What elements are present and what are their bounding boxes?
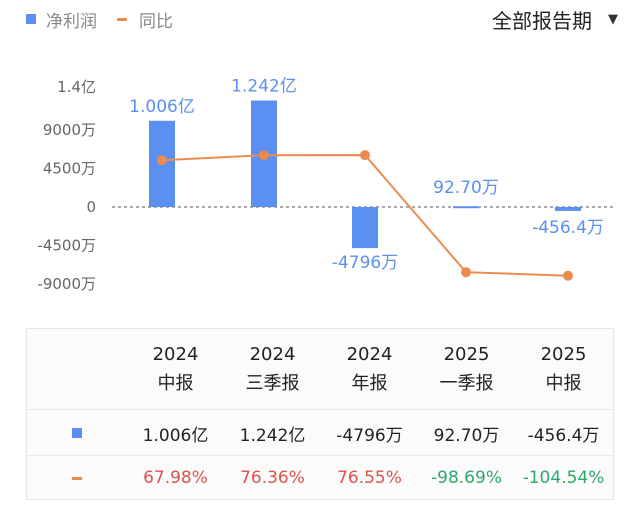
header-col: 2024 三季报 [245,344,300,394]
header-col: 2025 中报 [540,344,587,394]
table-cell: 76.36% [240,468,305,488]
bar-data-label: 1.006亿 [129,97,195,117]
bar-net-profit[interactable] [555,207,581,211]
table-cell: 1.242亿 [239,425,306,446]
table-header-row: 2024 中报 2024 三季报 2024 年报 2025 一季报 2025 中报 [27,329,613,409]
table-cell: -456.4万 [527,425,600,446]
table-cell: -98.69% [431,468,502,488]
table-cell: 1.006亿 [142,425,209,446]
data-table: 2024 中报 2024 三季报 2024 年报 2025 一季报 2025 中报 1.0… [26,328,614,500]
bar-data-label: -456.4万 [532,218,604,238]
chevron-down-icon: ▼ [608,11,618,27]
bar-data-label: -4796万 [332,253,398,273]
period-dropdown[interactable]: 全部报告期 ▼ [492,4,618,34]
yoy-point[interactable] [563,270,573,281]
yoy-point[interactable] [360,150,370,161]
y-tick-label: 1.4亿 [57,78,96,96]
bar-net-profit[interactable] [453,206,479,209]
line-swatch-icon [72,476,82,480]
bar-swatch-icon [72,428,82,438]
table-cell: 92.70万 [433,425,500,446]
legend-label-net-profit: 净利润 [46,11,97,32]
legend-item-net-profit[interactable]: 净利润 [26,7,97,32]
bar-data-label: 92.70万 [433,178,499,198]
table-cell: 76.55% [337,468,402,488]
y-tick-label: 4500万 [43,159,96,177]
y-tick-label: -4500万 [37,237,96,255]
legend-item-yoy[interactable]: 同比 [117,7,173,32]
yoy-point[interactable] [157,155,167,166]
y-tick-label: 0 [86,198,96,216]
legend-label-yoy: 同比 [139,11,173,32]
header-col: 2025 一季报 [439,344,494,394]
table-row-net-profit: 1.006亿 1.242亿 -4796万 92.70万 -456.4万 [27,409,613,456]
yoy-point[interactable] [461,267,471,278]
yoy-point[interactable] [259,150,269,161]
chart-legend: 净利润 同比 [26,6,193,32]
y-tick-label: 9000万 [43,121,96,139]
profit-chart: 1.4亿 9000万 4500万 0 -4500万 -9000万 1.006亿 1.242亿… [37,77,614,293]
header-col: 2024 中报 [152,344,199,394]
header-col: 2024 年报 [346,344,393,394]
line-swatch-icon [117,17,127,21]
table-cell: -4796万 [336,425,403,446]
table-cell: -104.54% [522,468,605,488]
period-dropdown-value: 全部报告期 [492,8,592,33]
bar-swatch-icon [26,14,36,24]
y-tick-label: -9000万 [37,275,96,293]
bar-net-profit[interactable] [352,207,378,249]
table-row-yoy: 67.98% 76.36% 76.55% -98.69% -104.54% [27,455,613,500]
bar-data-label: 1.242亿 [231,77,297,97]
table-cell: 67.98% [143,468,208,488]
